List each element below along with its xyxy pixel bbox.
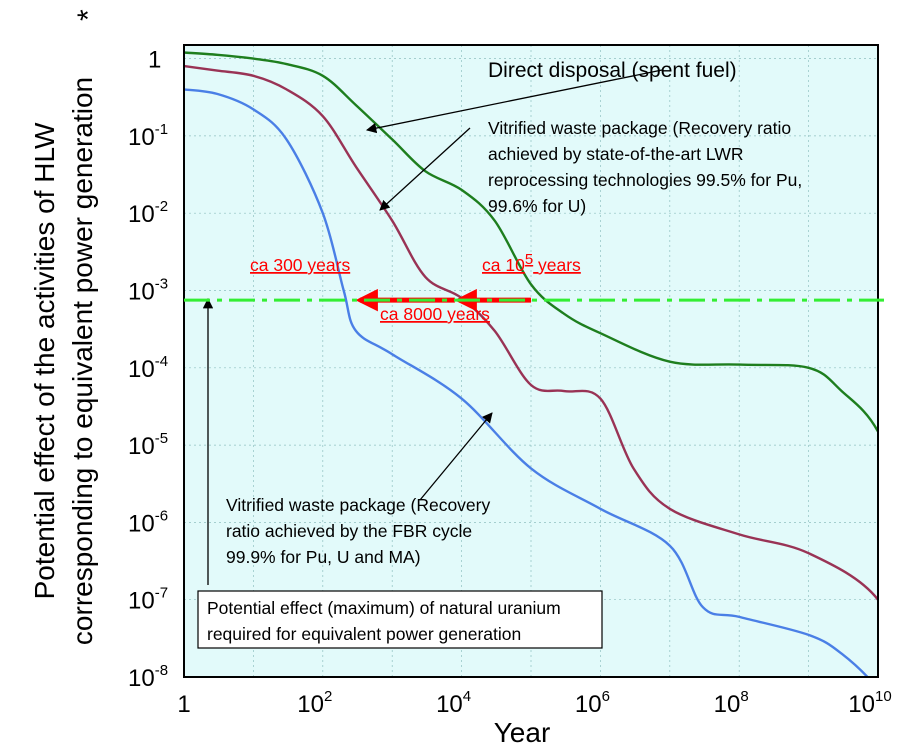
uranium-box-line: required for equivalent power generation [207,624,521,644]
arrow-direct-disposal [365,69,663,134]
y-tick-label: 1 [148,47,161,74]
x-tick-label: 1010 [848,688,891,718]
annotation-lwr-line: 99.6% for U) [488,196,586,216]
x-tick-labels: 1 102 104 106 108 1010 [177,688,891,718]
y-axis-title-line1: Potential effect of the activities of HL… [29,122,60,599]
y-tick-label: 10-2 [128,198,168,228]
annotation-fbr: Vitrified waste package (Recovery ratio … [226,495,490,567]
plot-frame [183,44,879,678]
x-tick-label: 106 [575,688,610,718]
series-line-lwr [184,64,878,602]
series-line-fbr [184,88,870,677]
label-ca-8000-years: ca 8000 years [380,304,490,324]
arrow-lwr [379,127,471,211]
annotation-arrows [202,69,663,585]
annotation-uranium-box: Potential effect (maximum) of natural ur… [197,590,603,649]
y-axis-asterisk: * [72,9,105,21]
x-tick-label: 104 [436,688,471,718]
y-tick-label: 10-3 [128,276,168,306]
annotation-lwr-line: achieved by state-of-the-art LWR [488,144,743,164]
uranium-box-line: Potential effect (maximum) of natural ur… [207,598,561,618]
annotation-lwr-line: reprocessing technologies 99.5% for Pu, [488,170,802,190]
series-line-direct [184,51,878,435]
y-tick-labels: 1 10-1 10-2 10-3 10-4 10-5 10-6 10-7 10-8 [128,47,168,692]
y-tick-label: 10-6 [128,507,168,537]
x-tick-label: 102 [297,688,332,718]
y-tick-label: 10-8 [128,662,168,692]
annotation-fbr-line: ratio achieved by the FBR cycle [226,521,472,541]
annotation-fbr-line: 99.9% for Pu, U and MA) [226,547,421,567]
uranium-box-frame [197,590,603,649]
x-tick-label: 1 [177,691,190,718]
x-tick-label: 108 [714,688,749,718]
label-ca-300-years: ca 300 years [250,255,350,275]
annotation-lwr-line: Vitrified waste package (Recovery ratio [488,118,791,138]
y-axis-title: Potential effect of the activities of HL… [29,77,98,645]
y-tick-label: 10-1 [128,121,168,151]
x-axis-title: Year [494,717,551,746]
y-tick-label: 10-4 [128,353,168,383]
annotation-lwr: Vitrified waste package (Recovery ratio … [488,118,802,216]
annotation-fbr-line: Vitrified waste package (Recovery [226,495,490,515]
annotation-direct-disposal: Direct disposal (spent fuel) [488,59,737,82]
label-ca-1e5-years: ca 105 years [482,251,581,275]
y-axis-title-line2: corresponding to equivalent power genera… [67,77,98,645]
arrow-fbr [419,412,493,501]
y-tick-label: 10-5 [128,430,168,460]
y-tick-label: 10-7 [128,585,168,615]
